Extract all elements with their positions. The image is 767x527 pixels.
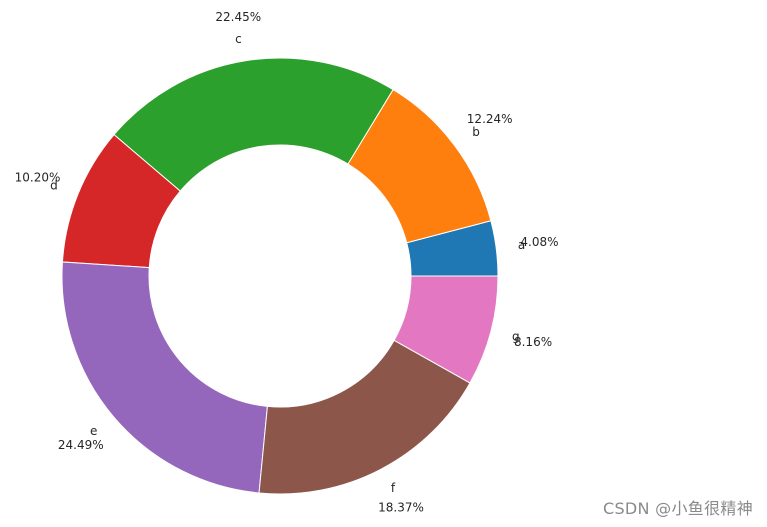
slice-label-e: e bbox=[90, 424, 97, 438]
slice-pct-f: 18.37% bbox=[378, 500, 424, 514]
slice-pct-e: 24.49% bbox=[58, 438, 104, 452]
slice-pct-a: 4.08% bbox=[520, 235, 558, 249]
slice-label-c: c bbox=[235, 32, 242, 46]
slice-g bbox=[393, 275, 499, 384]
slice-e bbox=[61, 261, 268, 494]
slice-pct-g: 8.16% bbox=[514, 335, 552, 349]
slice-c bbox=[113, 57, 394, 192]
slice-label-b: b bbox=[472, 125, 480, 139]
slice-pct-c: 22.45% bbox=[215, 10, 261, 24]
donut-slices bbox=[61, 57, 499, 495]
slice-label-g: g bbox=[512, 329, 520, 343]
slice-pct-b: 12.24% bbox=[467, 112, 513, 126]
csdn-watermark: CSDN @小鱼很精神 bbox=[602, 499, 753, 518]
slice-pct-d: 10.20% bbox=[15, 170, 61, 184]
slice-label-f: f bbox=[391, 481, 396, 495]
slice-label-d: d bbox=[50, 178, 58, 192]
slice-f bbox=[258, 339, 471, 495]
slice-labels: a4.08% b12.24% c 22.45% d10.20% e24.49% f 18.37… bbox=[15, 10, 559, 514]
slice-label-a: a bbox=[518, 238, 525, 252]
